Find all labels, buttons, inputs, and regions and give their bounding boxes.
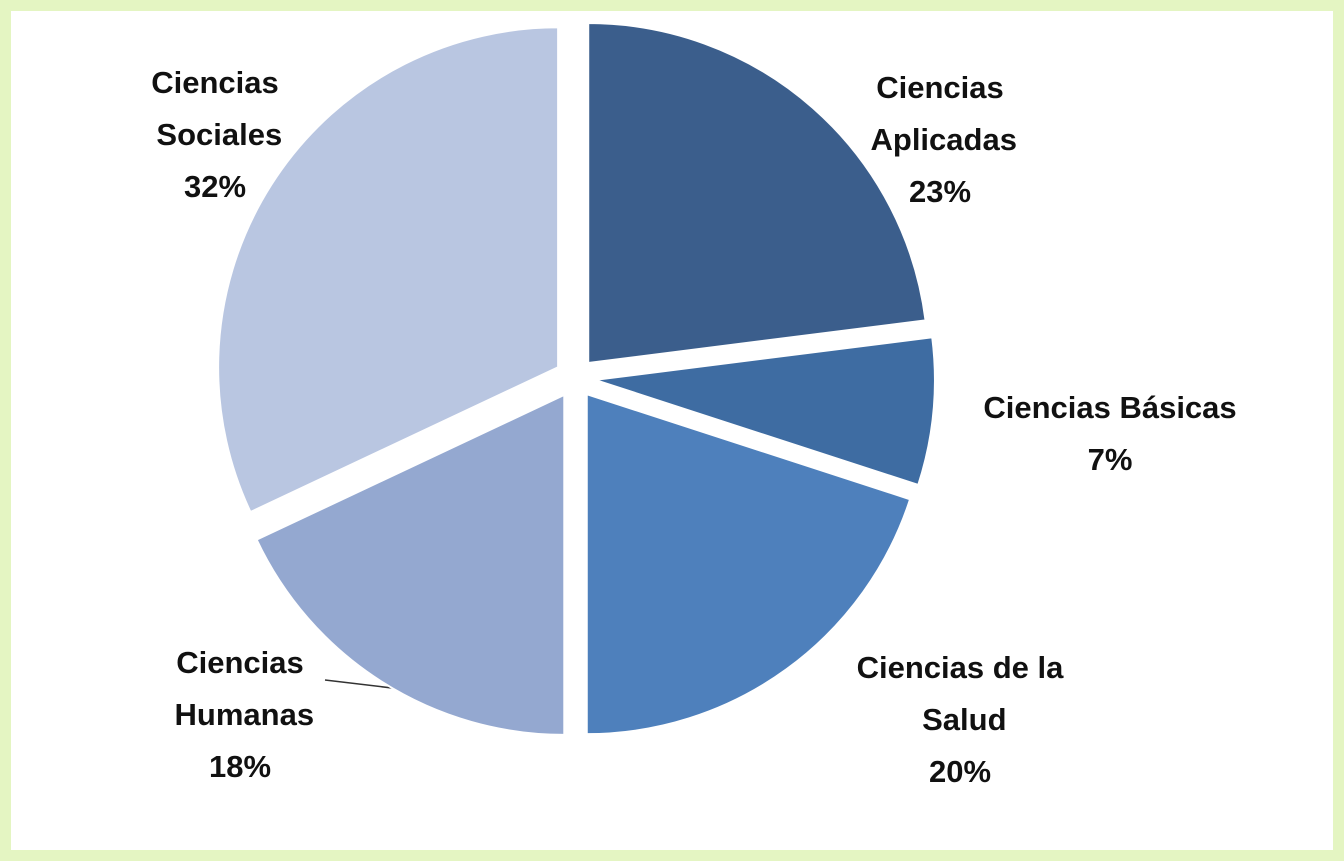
- value-label: 23%: [909, 174, 971, 209]
- pie-slice: [585, 392, 912, 736]
- slice-label: Ciencias Sociales: [148, 65, 282, 152]
- value-label: 7%: [1088, 442, 1133, 477]
- slice-label: Ciencias Aplicadas: [863, 70, 1017, 157]
- pie-slice: [587, 21, 927, 365]
- label-line: Aplicadas: [863, 122, 1017, 157]
- value-label: 18%: [209, 749, 271, 784]
- label-line: Salud: [913, 702, 1006, 737]
- value-label: 20%: [929, 754, 991, 789]
- slice-label: Ciencias Básicas: [983, 390, 1236, 425]
- label-line: Humanas: [166, 697, 314, 732]
- pie-slice: [255, 393, 566, 736]
- slice-label: Ciencias de la Salud: [857, 650, 1065, 737]
- label-line: Sociales: [148, 117, 282, 152]
- value-label: 32%: [184, 169, 246, 204]
- pie-slice: [594, 336, 936, 487]
- label-line: Ciencias: [876, 70, 1004, 105]
- label-line: Ciencias: [151, 65, 279, 100]
- leader-line: [324, 679, 393, 689]
- label-line: Ciencias de la: [857, 650, 1065, 685]
- label-line: Ciencias: [176, 645, 304, 680]
- label-line: Ciencias Básicas: [983, 390, 1236, 425]
- pie-slice: [217, 26, 560, 514]
- slice-label: Ciencias Humanas: [166, 645, 314, 732]
